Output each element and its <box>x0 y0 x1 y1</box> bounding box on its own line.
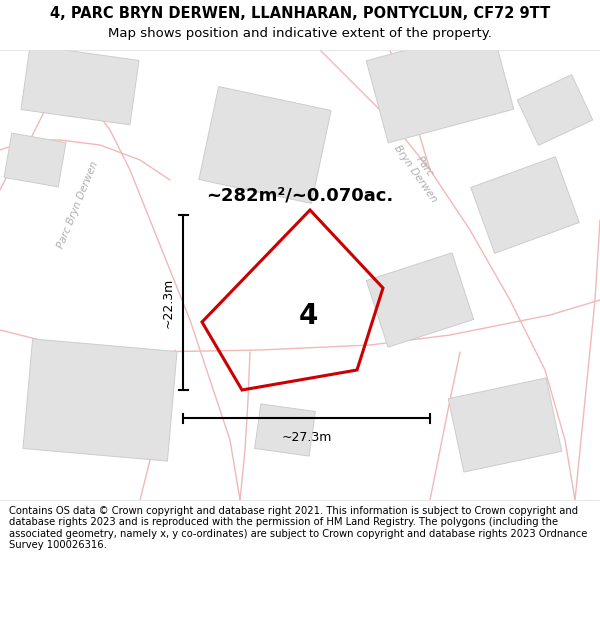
Text: Parc
Bryn Derwen: Parc Bryn Derwen <box>392 136 448 204</box>
Polygon shape <box>471 157 579 253</box>
Polygon shape <box>448 378 562 472</box>
Polygon shape <box>517 74 593 146</box>
Polygon shape <box>254 404 316 456</box>
Polygon shape <box>23 339 177 461</box>
Text: 4: 4 <box>299 302 319 330</box>
Polygon shape <box>21 45 139 125</box>
Text: Contains OS data © Crown copyright and database right 2021. This information is : Contains OS data © Crown copyright and d… <box>9 506 587 550</box>
Text: Parc Bryn Derwen: Parc Bryn Derwen <box>56 160 100 250</box>
Text: ~22.3m: ~22.3m <box>162 278 175 328</box>
Text: Map shows position and indicative extent of the property.: Map shows position and indicative extent… <box>108 28 492 41</box>
Text: 4, PARC BRYN DERWEN, LLANHARAN, PONTYCLUN, CF72 9TT: 4, PARC BRYN DERWEN, LLANHARAN, PONTYCLU… <box>50 6 550 21</box>
Text: ~27.3m: ~27.3m <box>281 431 332 444</box>
Polygon shape <box>4 133 66 187</box>
Polygon shape <box>366 27 514 143</box>
Text: ~282m²/~0.070ac.: ~282m²/~0.070ac. <box>206 186 394 204</box>
Polygon shape <box>199 87 331 203</box>
Polygon shape <box>367 253 473 348</box>
